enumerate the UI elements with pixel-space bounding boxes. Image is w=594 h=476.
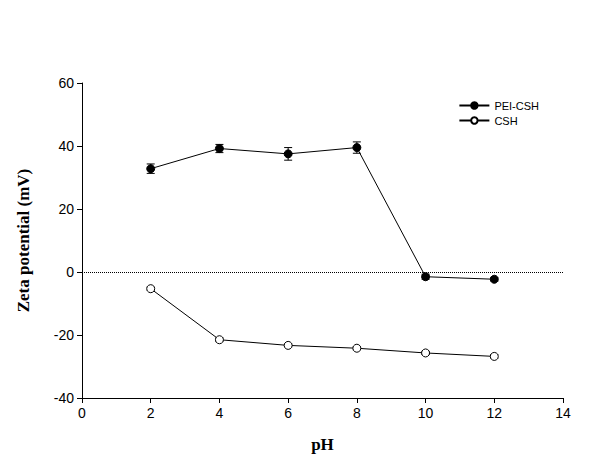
svg-text:-40: -40: [54, 390, 74, 406]
svg-text:CSH: CSH: [494, 115, 517, 127]
svg-text:8: 8: [353, 405, 361, 421]
svg-text:60: 60: [58, 75, 74, 91]
svg-text:PEI-CSH: PEI-CSH: [494, 100, 539, 112]
svg-text:2: 2: [147, 405, 155, 421]
svg-text:14: 14: [555, 405, 571, 421]
svg-text:20: 20: [58, 201, 74, 217]
svg-text:-20: -20: [54, 327, 74, 343]
svg-text:6: 6: [284, 405, 292, 421]
svg-text:4: 4: [216, 405, 224, 421]
svg-text:10: 10: [418, 405, 434, 421]
svg-text:0: 0: [78, 405, 86, 421]
svg-text:0: 0: [66, 264, 74, 280]
svg-text:12: 12: [486, 405, 502, 421]
svg-text:40: 40: [58, 138, 74, 154]
svg-text:pH: pH: [311, 435, 334, 454]
svg-text:Zeta potential (mV): Zeta potential (mV): [14, 169, 33, 313]
